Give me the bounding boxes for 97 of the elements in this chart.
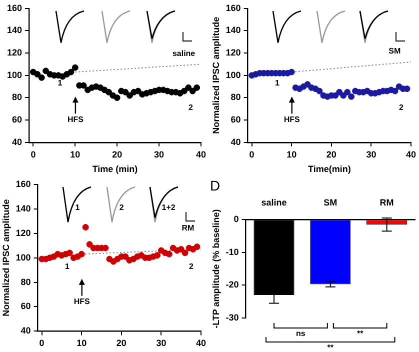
point: [185, 84, 192, 91]
y-tick-label: 140: [16, 203, 31, 214]
x-axis-title: Time (min): [92, 164, 138, 174]
y-tick-label: -20: [226, 280, 239, 290]
annotation: saline: [172, 49, 196, 58]
point: [194, 84, 200, 91]
y-tick-label: 160: [226, 2, 241, 13]
point: [82, 224, 89, 230]
y-tick-label: 120: [226, 48, 241, 58]
y-tick-label: 140: [6, 25, 22, 36]
point: [288, 68, 295, 76]
y-tick-label: 100: [226, 70, 241, 80]
point: [392, 88, 398, 94]
y-tick-label: 80: [230, 92, 241, 102]
annotation: 2: [188, 262, 194, 271]
y-tick-label: 160: [6, 2, 22, 13]
y-tick-label: 40: [12, 136, 22, 147]
point: [178, 246, 184, 252]
point: [182, 250, 188, 256]
x-tick-label: 30: [154, 149, 164, 160]
y-tick-label: 40: [230, 136, 241, 147]
point: [126, 92, 133, 99]
y-tick-label: 140: [226, 25, 241, 36]
x-tick-label: 20: [116, 338, 126, 348]
y-tick-label: 60: [230, 114, 241, 125]
point: [114, 94, 120, 101]
point: [38, 74, 45, 81]
y-tick-label: 0: [234, 214, 239, 224]
y-tick-label: 60: [12, 114, 22, 125]
point: [80, 82, 87, 89]
x-tick-label: saline: [261, 198, 287, 208]
x-tick-label: 20: [326, 149, 336, 160]
annotation: HFS: [74, 297, 91, 306]
y-tick-label: 60: [20, 301, 31, 312]
y-tick-label: -30: [226, 312, 239, 322]
point: [122, 88, 129, 96]
point: [68, 68, 74, 76]
point: [42, 68, 50, 74]
annotation: 2: [118, 203, 125, 212]
point: [344, 88, 351, 96]
point: [66, 250, 73, 256]
y-tick-label: 120: [6, 48, 22, 58]
x-tick-label: 10: [76, 338, 87, 348]
annotation: 1+2: [160, 203, 176, 212]
point: [316, 88, 323, 94]
y-axis-title: Normalized IPSC amplitude: [0, 199, 11, 316]
annotation: 2: [188, 102, 194, 112]
point: [166, 250, 172, 258]
annotation: HFS: [284, 114, 301, 124]
y-tick-label: 80: [12, 92, 22, 102]
x-axis-title: Time(min): [308, 164, 351, 174]
x-tick-label: RM: [380, 198, 394, 208]
annotation: 1: [74, 203, 81, 212]
y-tick-label: 120: [16, 228, 31, 238]
y-tick-label: 80: [20, 276, 31, 287]
point: [336, 88, 343, 96]
x-tick-label: 30: [156, 338, 166, 348]
chart-title: D: [210, 177, 220, 194]
point: [194, 244, 200, 250]
x-tick-label: 0: [39, 338, 44, 348]
annotation: 2: [398, 102, 404, 112]
point: [134, 88, 142, 94]
x-tick-label: 30: [366, 149, 376, 160]
x-tick-label: 0: [249, 149, 254, 160]
y-tick-label: 40: [20, 326, 31, 336]
annotation: HFS: [67, 114, 84, 124]
point: [78, 250, 85, 258]
point: [102, 244, 109, 252]
y-tick-label: 160: [16, 178, 31, 189]
x-tick-label: 40: [196, 338, 206, 348]
point: [86, 241, 93, 248]
y-axis-title: Normalized IPSC amplitude: [210, 16, 221, 134]
point: [154, 252, 160, 259]
point: [34, 71, 41, 78]
annotation: 1: [274, 78, 280, 88]
point: [189, 88, 196, 94]
annotation: 1: [58, 78, 63, 88]
x-tick-label: 10: [286, 149, 297, 160]
x-tick-label: SM: [324, 198, 338, 208]
text: **: [356, 329, 364, 338]
annotation: RM: [182, 224, 194, 233]
point: [348, 93, 355, 100]
y-tick-label: 100: [16, 252, 31, 262]
y-axis-title: -LTP amplitude (% baseline): [210, 209, 221, 328]
point: [72, 64, 78, 71]
x-tick-label: 40: [196, 149, 206, 160]
annotation: 1: [64, 262, 70, 271]
point: [105, 88, 112, 96]
annotation: SM: [388, 46, 402, 56]
text: **: [327, 343, 334, 352]
x-tick-label: 10: [70, 149, 80, 160]
x-tick-label: 20: [112, 149, 122, 160]
y-tick-label: -10: [226, 246, 239, 257]
y-tick-label: 100: [6, 70, 22, 80]
point: [180, 88, 188, 94]
text: ns: [296, 329, 306, 338]
x-tick-label: 40: [406, 149, 416, 160]
